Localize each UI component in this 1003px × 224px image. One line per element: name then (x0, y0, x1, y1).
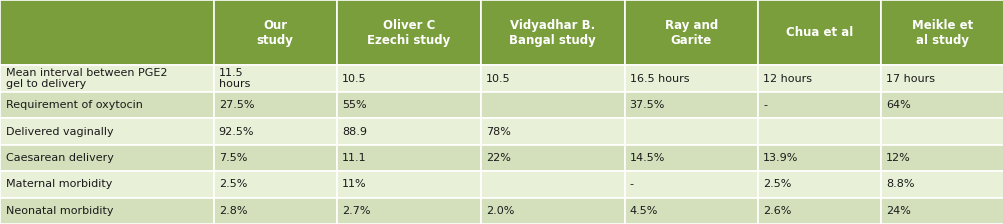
Text: Requirement of oxytocin: Requirement of oxytocin (6, 100, 142, 110)
Bar (480, 65, 624, 92)
Bar (0, 92, 214, 118)
Bar (880, 171, 1003, 198)
Bar (757, 92, 880, 118)
Bar (880, 0, 1003, 65)
Bar (624, 65, 757, 92)
Text: Neonatal morbidity: Neonatal morbidity (6, 206, 113, 216)
Bar (0, 145, 214, 171)
Text: 24%: 24% (885, 206, 910, 216)
Bar (624, 118, 757, 145)
Text: Maternal morbidity: Maternal morbidity (6, 179, 112, 189)
Bar (336, 198, 480, 224)
Bar (880, 65, 1003, 92)
Text: 4.5%: 4.5% (629, 206, 657, 216)
Bar (214, 92, 336, 118)
Bar (757, 145, 880, 171)
Text: 55%: 55% (341, 100, 366, 110)
Text: 11%: 11% (341, 179, 366, 189)
Bar (480, 118, 624, 145)
Bar (214, 198, 336, 224)
Text: 2.8%: 2.8% (219, 206, 247, 216)
Text: Mean interval between PGE2
gel to delivery: Mean interval between PGE2 gel to delive… (6, 68, 168, 89)
Text: Delivered vaginally: Delivered vaginally (6, 127, 113, 137)
Text: Chua et al: Chua et al (785, 26, 853, 39)
Bar (757, 0, 880, 65)
Text: Meikle et
al study: Meikle et al study (911, 19, 972, 47)
Bar (757, 171, 880, 198)
Text: 16.5 hours: 16.5 hours (629, 74, 688, 84)
Text: 11.5
hours: 11.5 hours (219, 68, 250, 89)
Bar (0, 171, 214, 198)
Text: 2.6%: 2.6% (762, 206, 790, 216)
Bar (880, 118, 1003, 145)
Text: 2.0%: 2.0% (485, 206, 514, 216)
Bar (480, 171, 624, 198)
Text: 8.8%: 8.8% (885, 179, 914, 189)
Bar (757, 118, 880, 145)
Bar (0, 0, 214, 65)
Bar (336, 0, 480, 65)
Bar (624, 171, 757, 198)
Text: 10.5: 10.5 (341, 74, 366, 84)
Bar (214, 145, 336, 171)
Bar (624, 0, 757, 65)
Text: 2.7%: 2.7% (341, 206, 370, 216)
Bar (336, 118, 480, 145)
Text: 13.9%: 13.9% (762, 153, 797, 163)
Bar (624, 145, 757, 171)
Text: 64%: 64% (885, 100, 910, 110)
Bar (214, 118, 336, 145)
Bar (480, 92, 624, 118)
Bar (0, 118, 214, 145)
Text: -: - (762, 100, 766, 110)
Text: 92.5%: 92.5% (219, 127, 254, 137)
Bar (480, 145, 624, 171)
Text: 27.5%: 27.5% (219, 100, 254, 110)
Text: 2.5%: 2.5% (762, 179, 790, 189)
Text: 37.5%: 37.5% (629, 100, 664, 110)
Bar (624, 198, 757, 224)
Text: Oliver C
Ezechi study: Oliver C Ezechi study (367, 19, 450, 47)
Bar (214, 65, 336, 92)
Text: -: - (629, 179, 633, 189)
Bar (757, 65, 880, 92)
Bar (336, 65, 480, 92)
Text: 12 hours: 12 hours (762, 74, 811, 84)
Bar (880, 145, 1003, 171)
Bar (880, 198, 1003, 224)
Text: 88.9: 88.9 (341, 127, 366, 137)
Text: Vidyadhar B.
Bangal study: Vidyadhar B. Bangal study (509, 19, 596, 47)
Bar (480, 0, 624, 65)
Text: 78%: 78% (485, 127, 510, 137)
Bar (0, 198, 214, 224)
Text: 14.5%: 14.5% (629, 153, 664, 163)
Bar (214, 0, 336, 65)
Text: 11.1: 11.1 (341, 153, 366, 163)
Bar (336, 171, 480, 198)
Bar (757, 198, 880, 224)
Text: 2.5%: 2.5% (219, 179, 247, 189)
Bar (880, 92, 1003, 118)
Bar (336, 145, 480, 171)
Bar (336, 92, 480, 118)
Bar (214, 171, 336, 198)
Text: 12%: 12% (885, 153, 910, 163)
Text: 17 hours: 17 hours (885, 74, 934, 84)
Text: Our
study: Our study (257, 19, 294, 47)
Text: 10.5: 10.5 (485, 74, 510, 84)
Text: Ray and
Garite: Ray and Garite (664, 19, 717, 47)
Text: Caesarean delivery: Caesarean delivery (6, 153, 113, 163)
Bar (480, 198, 624, 224)
Bar (624, 92, 757, 118)
Bar (0, 65, 214, 92)
Text: 22%: 22% (485, 153, 510, 163)
Text: 7.5%: 7.5% (219, 153, 247, 163)
